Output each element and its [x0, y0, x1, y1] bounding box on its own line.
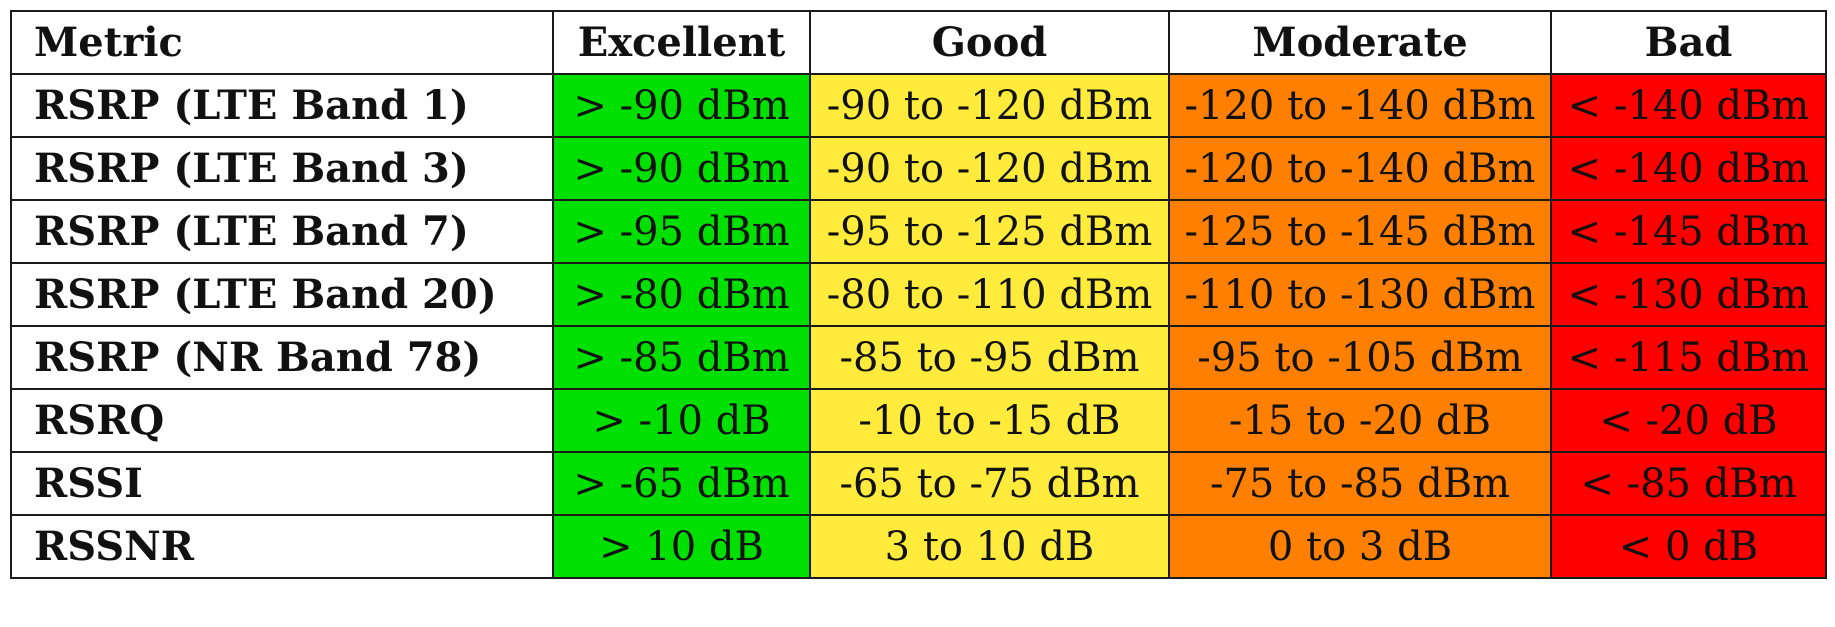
moderate-cell: -95 to -105 dBm — [1168, 325, 1552, 390]
excellent-cell: > -90 dBm — [552, 136, 811, 201]
good-cell: -85 to -95 dBm — [809, 325, 1170, 390]
header-good: Good — [809, 10, 1170, 75]
good-cell: -10 to -15 dB — [809, 388, 1170, 453]
table-row: RSRP (NR Band 78) > -85 dBm -85 to -95 d… — [10, 325, 1827, 390]
excellent-cell: > -95 dBm — [552, 199, 811, 264]
moderate-cell: -120 to -140 dBm — [1168, 73, 1552, 138]
good-cell: -65 to -75 dBm — [809, 451, 1170, 516]
moderate-cell: -120 to -140 dBm — [1168, 136, 1552, 201]
good-cell: 3 to 10 dB — [809, 514, 1170, 579]
excellent-cell: > -85 dBm — [552, 325, 811, 390]
moderate-cell: -125 to -145 dBm — [1168, 199, 1552, 264]
metric-cell: RSRP (LTE Band 3) — [10, 136, 554, 201]
table-row: RSRQ > -10 dB -10 to -15 dB -15 to -20 d… — [10, 388, 1827, 453]
moderate-cell: -15 to -20 dB — [1168, 388, 1552, 453]
metric-cell: RSSI — [10, 451, 554, 516]
bad-cell: < -20 dB — [1550, 388, 1827, 453]
good-cell: -80 to -110 dBm — [809, 262, 1170, 327]
excellent-cell: > 10 dB — [552, 514, 811, 579]
good-cell: -90 to -120 dBm — [809, 136, 1170, 201]
table-row: RSRP (LTE Band 3) > -90 dBm -90 to -120 … — [10, 136, 1827, 201]
header-bad: Bad — [1550, 10, 1827, 75]
bad-cell: < -140 dBm — [1550, 136, 1827, 201]
metric-cell: RSRP (LTE Band 7) — [10, 199, 554, 264]
metric-cell: RSSNR — [10, 514, 554, 579]
table-row: RSSNR > 10 dB 3 to 10 dB 0 to 3 dB < 0 d… — [10, 514, 1827, 579]
table-row: RSSI > -65 dBm -65 to -75 dBm -75 to -85… — [10, 451, 1827, 516]
bad-cell: < -145 dBm — [1550, 199, 1827, 264]
header-metric: Metric — [10, 10, 554, 75]
metric-cell: RSRP (LTE Band 20) — [10, 262, 554, 327]
metric-cell: RSRP (NR Band 78) — [10, 325, 554, 390]
header-row: Metric Excellent Good Moderate Bad — [10, 10, 1827, 75]
metric-cell: RSRP (LTE Band 1) — [10, 73, 554, 138]
table-row: RSRP (LTE Band 1) > -90 dBm -90 to -120 … — [10, 73, 1827, 138]
bad-cell: < 0 dB — [1550, 514, 1827, 579]
bad-cell: < -115 dBm — [1550, 325, 1827, 390]
table-row: RSRP (LTE Band 7) > -95 dBm -95 to -125 … — [10, 199, 1827, 264]
excellent-cell: > -80 dBm — [552, 262, 811, 327]
header-moderate: Moderate — [1168, 10, 1552, 75]
header-excellent: Excellent — [552, 10, 811, 75]
excellent-cell: > -10 dB — [552, 388, 811, 453]
excellent-cell: > -65 dBm — [552, 451, 811, 516]
good-cell: -95 to -125 dBm — [809, 199, 1170, 264]
excellent-cell: > -90 dBm — [552, 73, 811, 138]
table-row: RSRP (LTE Band 20) > -80 dBm -80 to -110… — [10, 262, 1827, 327]
bad-cell: < -130 dBm — [1550, 262, 1827, 327]
moderate-cell: 0 to 3 dB — [1168, 514, 1552, 579]
moderate-cell: -110 to -130 dBm — [1168, 262, 1552, 327]
metric-cell: RSRQ — [10, 388, 554, 453]
bad-cell: < -140 dBm — [1550, 73, 1827, 138]
bad-cell: < -85 dBm — [1550, 451, 1827, 516]
good-cell: -90 to -120 dBm — [809, 73, 1170, 138]
signal-quality-table-container: Metric Excellent Good Moderate Bad RSRP … — [10, 10, 1827, 579]
signal-quality-table: Metric Excellent Good Moderate Bad RSRP … — [10, 10, 1827, 579]
moderate-cell: -75 to -85 dBm — [1168, 451, 1552, 516]
